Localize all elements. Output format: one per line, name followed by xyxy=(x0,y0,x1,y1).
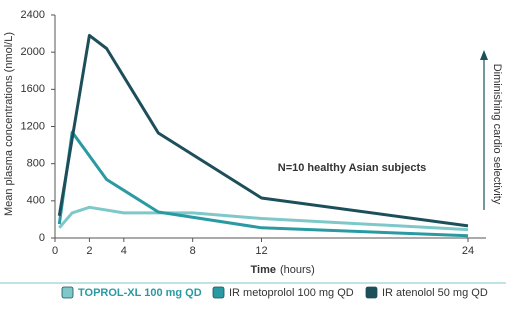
arrow-head xyxy=(480,50,488,60)
x-axis-label: Time xyxy=(251,264,276,276)
annotation: N=10 healthy Asian subjects xyxy=(278,162,426,174)
legend-label: IR metoprolol 100 mg QD xyxy=(229,287,354,299)
legend-label: IR atenolol 50 mg QD xyxy=(382,287,488,299)
legend-label: TOPROL-XL 100 mg QD xyxy=(78,287,202,299)
x-tick-label: 0 xyxy=(52,245,58,257)
y-tick-label: 1200 xyxy=(21,120,45,132)
x-axis-unit: (hours) xyxy=(280,264,315,276)
line xyxy=(57,33,469,228)
x-tick-label: 2 xyxy=(86,245,92,257)
x-tick-label: 8 xyxy=(190,245,196,257)
line xyxy=(57,130,469,238)
line xyxy=(58,205,469,232)
y-tick-label: 2000 xyxy=(21,46,45,58)
x-tick-label: 4 xyxy=(121,245,127,257)
legend-swatch xyxy=(61,286,74,299)
x-tick-label: 12 xyxy=(255,245,267,257)
legend-swatch xyxy=(212,286,225,299)
y-axis-label: Mean plasma concentrations (nmol/L) xyxy=(3,32,15,216)
y-tick-label: 400 xyxy=(27,195,45,207)
y-tick-label: 0 xyxy=(39,232,45,244)
legend-swatch xyxy=(365,286,378,299)
y-tick-label: 1600 xyxy=(21,83,45,95)
y-tick-label: 800 xyxy=(27,158,45,170)
side-note: Diminishing cardio selectivity xyxy=(491,64,503,205)
x-tick-label: 24 xyxy=(462,245,474,257)
y-tick-label: 2400 xyxy=(21,9,45,21)
